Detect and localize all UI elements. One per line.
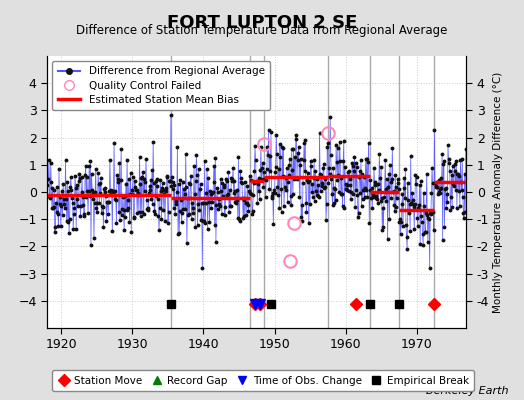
Text: Difference of Station Temperature Data from Regional Average: Difference of Station Temperature Data f… xyxy=(77,24,447,37)
Legend: Difference from Regional Average, Quality Control Failed, Estimated Station Mean: Difference from Regional Average, Qualit… xyxy=(52,61,270,110)
Legend: Station Move, Record Gap, Time of Obs. Change, Empirical Break: Station Move, Record Gap, Time of Obs. C… xyxy=(52,370,474,391)
Text: Berkeley Earth: Berkeley Earth xyxy=(426,386,508,396)
Text: FORT LUPTON 2 SE: FORT LUPTON 2 SE xyxy=(167,14,357,32)
Y-axis label: Monthly Temperature Anomaly Difference (°C): Monthly Temperature Anomaly Difference (… xyxy=(493,71,504,313)
